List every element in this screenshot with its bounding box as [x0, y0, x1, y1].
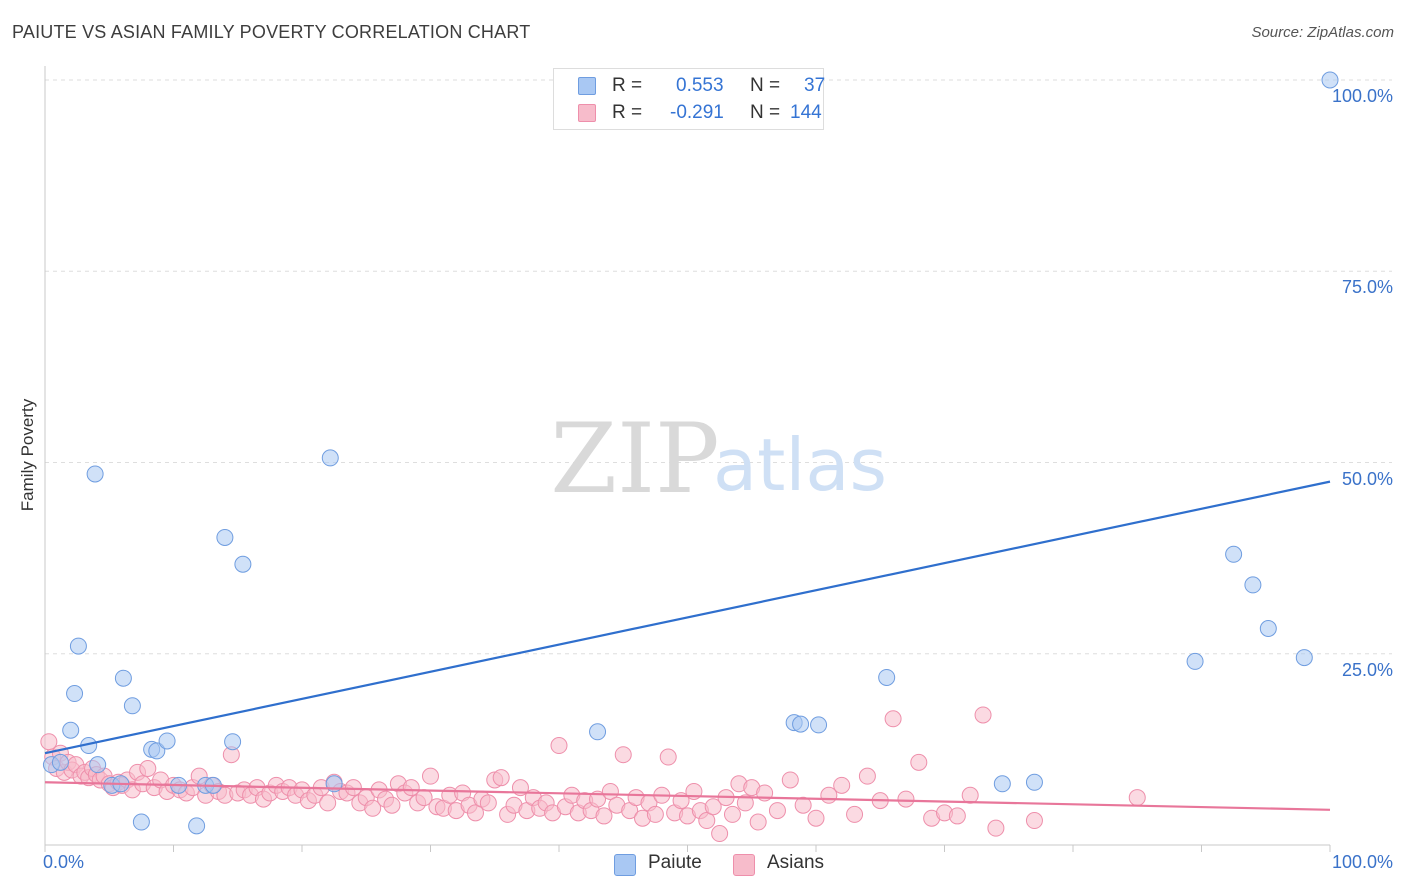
data-point-asians: [858, 767, 876, 785]
data-point-paiute: [1321, 71, 1339, 89]
correlation-legend: R = 0.553 N = 37 R = -0.291 N = 144: [553, 68, 826, 130]
data-point-paiute: [132, 813, 150, 831]
data-point-asians: [466, 804, 484, 822]
data-point-asians: [974, 706, 992, 724]
data-point-asians: [646, 805, 664, 823]
x-tick-label: 100.0%: [1331, 852, 1393, 872]
data-point-asians: [736, 794, 754, 812]
data-point-asians: [948, 807, 966, 825]
data-point-paiute: [188, 817, 206, 835]
data-point-asians: [659, 748, 677, 766]
data-point-paiute: [1295, 649, 1313, 667]
data-point-paiute: [51, 753, 69, 771]
data-point-asians: [402, 779, 420, 797]
data-point-asians: [987, 819, 1005, 837]
data-point-asians: [422, 767, 439, 785]
data-point-asians: [833, 776, 851, 794]
watermark-atlas: atlas: [713, 423, 887, 507]
data-point-asians: [550, 737, 568, 755]
data-point-paiute: [993, 775, 1011, 793]
legend-r-value: -0.291: [670, 102, 724, 123]
trend-lines: [44, 480, 1331, 811]
bottom-legend-swatch-asians: [733, 854, 755, 876]
data-point-asians: [711, 825, 729, 843]
chart-source: Source: ZipAtlas.com: [1251, 24, 1394, 41]
data-point-paiute: [86, 465, 104, 483]
data-point-paiute: [158, 732, 176, 750]
legend-swatch-paiute: [578, 77, 596, 95]
data-point-asians: [139, 760, 157, 777]
data-point-asians: [364, 799, 382, 817]
data-point-asians: [884, 710, 902, 728]
data-point-paiute: [810, 716, 828, 734]
data-point-asians: [910, 753, 928, 771]
legend-n-value: 144: [790, 102, 822, 123]
data-point-paiute: [66, 685, 84, 703]
data-point-paiute: [123, 697, 141, 715]
bottom-legend-swatch-paiute: [614, 854, 636, 876]
y-tick-label: 75.0%: [1341, 277, 1393, 298]
legend-n-label: N =: [750, 102, 781, 123]
data-point-asians: [794, 796, 812, 814]
data-point-asians: [319, 794, 337, 812]
data-point-paiute: [224, 733, 242, 751]
data-point-paiute: [89, 756, 107, 774]
y-tick-label: 25.0%: [1341, 659, 1393, 680]
data-point-asians: [698, 812, 716, 830]
series-paiute-points: [42, 71, 1339, 835]
data-point-paiute: [589, 723, 607, 741]
data-point-paiute: [148, 742, 166, 760]
x-tick-label: 0.0%: [43, 852, 85, 872]
data-point-asians: [704, 798, 722, 816]
data-point-asians: [723, 805, 741, 823]
bottom-legend-label-paiute: Paiute: [648, 852, 702, 873]
data-point-asians: [1128, 789, 1146, 807]
data-point-paiute: [878, 668, 896, 686]
trend-line-asians: [44, 781, 1331, 811]
legend-r-value: 0.553: [676, 75, 724, 96]
data-point-paiute: [1259, 620, 1277, 638]
data-point-asians: [383, 796, 401, 814]
legend-r-label: R =: [612, 75, 643, 96]
data-point-asians: [846, 805, 864, 823]
data-point-paiute: [321, 449, 339, 467]
data-point-asians: [897, 790, 915, 808]
data-point-paiute: [1186, 652, 1204, 670]
data-point-asians: [492, 769, 510, 787]
axes: [44, 66, 1331, 852]
data-point-paiute: [62, 721, 80, 739]
y-tick-label: 100.0%: [1331, 86, 1393, 106]
data-point-asians: [961, 786, 979, 804]
data-point-paiute: [1025, 773, 1043, 791]
data-point-paiute: [1244, 576, 1262, 594]
bottom-legend-label-asians: Asians: [767, 852, 825, 873]
data-point-asians: [768, 802, 786, 820]
trend-line-paiute: [44, 480, 1331, 755]
legend-swatch-asians: [578, 104, 596, 122]
legend-n-value: 37: [804, 75, 826, 96]
watermark: ZIP atlas: [550, 403, 887, 515]
data-point-paiute: [69, 637, 87, 655]
data-point-asians: [614, 746, 632, 764]
data-point-paiute: [792, 715, 810, 733]
data-point-paiute: [1225, 545, 1243, 563]
legend-r-label: R =: [612, 102, 643, 123]
data-point-asians: [781, 771, 799, 789]
legend-n-label: N =: [750, 75, 781, 96]
data-point-paiute: [114, 669, 132, 687]
data-point-asians: [1025, 812, 1043, 830]
grid-lines: [45, 79, 1392, 655]
data-point-paiute: [216, 528, 234, 546]
watermark-zip: ZIP: [550, 403, 719, 515]
data-point-asians: [479, 794, 497, 812]
data-point-asians: [749, 813, 767, 831]
data-point-asians: [595, 807, 613, 825]
chart-title: PAIUTE VS ASIAN FAMILY POVERTY CORRELATI…: [12, 22, 531, 42]
data-point-asians: [807, 809, 825, 827]
data-point-paiute: [234, 555, 252, 573]
y-tick-label: 50.0%: [1341, 468, 1393, 489]
